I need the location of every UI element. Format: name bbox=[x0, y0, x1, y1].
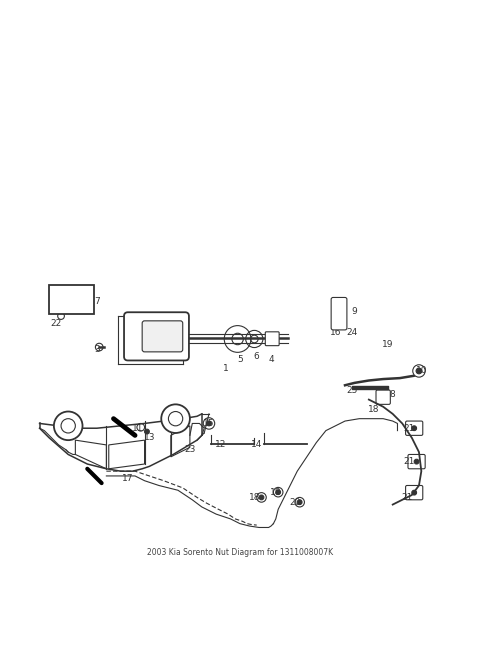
Circle shape bbox=[58, 313, 64, 319]
Circle shape bbox=[259, 495, 264, 500]
Circle shape bbox=[206, 421, 211, 426]
Circle shape bbox=[297, 500, 302, 504]
Text: 18: 18 bbox=[270, 488, 282, 497]
FancyBboxPatch shape bbox=[376, 390, 390, 404]
FancyBboxPatch shape bbox=[331, 297, 347, 330]
Circle shape bbox=[161, 404, 190, 433]
Text: 12: 12 bbox=[215, 440, 227, 449]
Text: 21: 21 bbox=[404, 424, 415, 433]
FancyBboxPatch shape bbox=[265, 332, 279, 346]
Circle shape bbox=[413, 365, 425, 377]
Text: 18: 18 bbox=[249, 493, 260, 502]
Circle shape bbox=[144, 429, 149, 434]
Text: 13: 13 bbox=[144, 433, 155, 442]
Text: 4: 4 bbox=[268, 354, 274, 363]
Text: 18: 18 bbox=[368, 405, 379, 414]
Text: 10: 10 bbox=[416, 367, 427, 375]
FancyBboxPatch shape bbox=[406, 485, 423, 500]
Circle shape bbox=[412, 490, 417, 495]
Polygon shape bbox=[171, 426, 190, 457]
Circle shape bbox=[416, 368, 422, 374]
Text: 6: 6 bbox=[254, 352, 260, 361]
Polygon shape bbox=[109, 440, 144, 469]
FancyBboxPatch shape bbox=[124, 312, 189, 360]
FancyBboxPatch shape bbox=[142, 321, 183, 352]
Text: 2: 2 bbox=[156, 352, 162, 361]
Text: 16: 16 bbox=[330, 328, 341, 337]
Text: 17: 17 bbox=[122, 474, 133, 483]
Text: 7: 7 bbox=[94, 297, 100, 306]
Text: 21: 21 bbox=[401, 493, 413, 502]
Text: 2003 Kia Sorento Nut Diagram for 1311008007K: 2003 Kia Sorento Nut Diagram for 1311008… bbox=[147, 548, 333, 557]
Text: 1: 1 bbox=[223, 364, 228, 373]
FancyBboxPatch shape bbox=[406, 421, 423, 436]
Text: 25: 25 bbox=[347, 386, 358, 394]
Text: 20: 20 bbox=[289, 498, 300, 506]
Circle shape bbox=[412, 426, 417, 430]
Text: 11: 11 bbox=[132, 424, 143, 433]
Text: 5: 5 bbox=[237, 354, 243, 363]
Text: 8: 8 bbox=[390, 390, 396, 400]
Circle shape bbox=[414, 459, 419, 464]
FancyBboxPatch shape bbox=[408, 455, 425, 469]
Circle shape bbox=[276, 490, 281, 495]
Polygon shape bbox=[75, 440, 107, 469]
Text: 24: 24 bbox=[347, 328, 358, 337]
Bar bbox=[49, 285, 95, 314]
Text: 9: 9 bbox=[352, 307, 358, 316]
Text: 19: 19 bbox=[382, 340, 394, 349]
Text: 15: 15 bbox=[203, 419, 215, 428]
Text: 3: 3 bbox=[94, 345, 100, 354]
Text: 23: 23 bbox=[184, 445, 195, 454]
Text: 14: 14 bbox=[251, 440, 263, 449]
Circle shape bbox=[54, 411, 83, 440]
Text: 22: 22 bbox=[51, 319, 62, 328]
Text: 21: 21 bbox=[404, 457, 415, 466]
